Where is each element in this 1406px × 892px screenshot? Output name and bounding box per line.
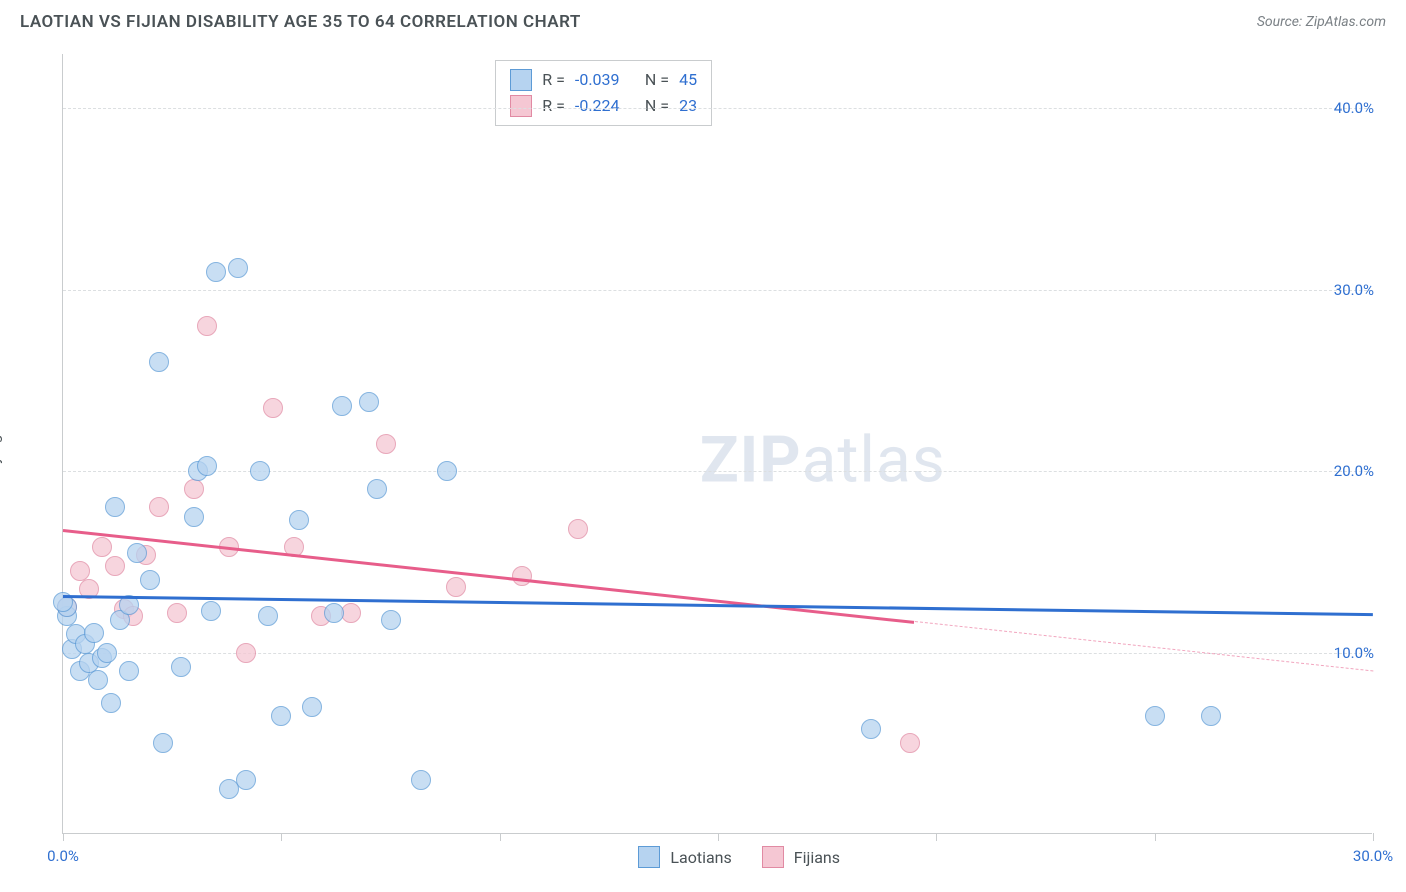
scatter-point bbox=[381, 610, 401, 630]
scatter-point bbox=[1145, 706, 1165, 726]
scatter-point bbox=[861, 719, 881, 739]
scatter-point bbox=[446, 577, 466, 597]
y-axis-label: Disability Age 35 to 64 bbox=[0, 369, 3, 518]
scatter-point bbox=[197, 456, 217, 476]
scatter-point bbox=[84, 623, 104, 643]
legend-item: Fijians bbox=[762, 846, 840, 868]
scatter-point bbox=[512, 566, 532, 586]
scatter-point bbox=[105, 556, 125, 576]
trend-line bbox=[63, 529, 915, 623]
xtick-label: 0.0% bbox=[47, 847, 79, 865]
r-label: R = bbox=[542, 93, 565, 119]
scatter-point bbox=[167, 603, 187, 623]
source-label: Source: ZipAtlas.com bbox=[1257, 14, 1386, 30]
scatter-point bbox=[101, 693, 121, 713]
stats-legend: R = -0.039 N = 45 R = -0.224 N = 23 bbox=[495, 60, 712, 126]
scatter-point bbox=[324, 603, 344, 623]
trend-line bbox=[914, 621, 1373, 672]
series-legend: Laotians Fijians bbox=[638, 846, 840, 868]
scatter-point bbox=[263, 398, 283, 418]
plot-area: ZIPatlas R = -0.039 N = 45 R = -0.224 N = 23 10… bbox=[62, 54, 1372, 834]
ytick-label: 30.0% bbox=[1334, 281, 1374, 299]
ytick-label: 40.0% bbox=[1334, 99, 1374, 117]
r-label: R = bbox=[542, 67, 565, 93]
xtick bbox=[281, 833, 282, 841]
scatter-point bbox=[149, 352, 169, 372]
scatter-point bbox=[302, 697, 322, 717]
stats-row: R = -0.224 N = 23 bbox=[510, 93, 697, 119]
scatter-point bbox=[236, 770, 256, 790]
xtick bbox=[718, 833, 719, 841]
ytick-label: 10.0% bbox=[1334, 644, 1374, 662]
watermark-rest: atlas bbox=[802, 422, 946, 497]
scatter-point bbox=[341, 603, 361, 623]
scatter-point bbox=[289, 510, 309, 530]
scatter-point bbox=[97, 643, 117, 663]
scatter-point bbox=[119, 661, 139, 681]
scatter-point bbox=[367, 479, 387, 499]
gridline bbox=[63, 108, 1372, 109]
scatter-point bbox=[411, 770, 431, 790]
scatter-point bbox=[359, 392, 379, 412]
scatter-point bbox=[201, 601, 221, 621]
scatter-point bbox=[70, 561, 90, 581]
r-value: -0.224 bbox=[575, 93, 635, 119]
scatter-point bbox=[171, 657, 191, 677]
stats-row: R = -0.039 N = 45 bbox=[510, 67, 697, 93]
n-value: 23 bbox=[679, 93, 697, 119]
source-name: ZipAtlas.com bbox=[1306, 14, 1386, 30]
scatter-point bbox=[1201, 706, 1221, 726]
xtick bbox=[1373, 833, 1374, 841]
chart-title: LAOTIAN VS FIJIAN DISABILITY AGE 35 TO 6… bbox=[20, 12, 581, 32]
n-label: N = bbox=[645, 67, 669, 93]
scatter-point bbox=[437, 461, 457, 481]
ytick-label: 20.0% bbox=[1334, 462, 1374, 480]
scatter-point bbox=[258, 606, 278, 626]
legend-item: Laotians bbox=[638, 846, 731, 868]
xtick bbox=[500, 833, 501, 841]
legend-label: Laotians bbox=[670, 848, 731, 867]
scatter-point bbox=[140, 570, 160, 590]
scatter-point bbox=[88, 670, 108, 690]
scatter-point bbox=[184, 507, 204, 527]
scatter-point bbox=[568, 519, 588, 539]
gridline bbox=[63, 290, 1372, 291]
chart: Disability Age 35 to 64 ZIPatlas R =-0.0… bbox=[20, 48, 1386, 838]
n-value: 45 bbox=[679, 67, 697, 93]
scatter-point bbox=[900, 733, 920, 753]
xtick bbox=[1155, 833, 1156, 841]
watermark-bold: ZIP bbox=[700, 422, 802, 497]
scatter-point bbox=[206, 262, 226, 282]
scatter-point bbox=[250, 461, 270, 481]
legend-swatch bbox=[638, 846, 660, 868]
legend-swatch bbox=[762, 846, 784, 868]
r-value: -0.039 bbox=[575, 67, 635, 93]
watermark: ZIPatlas bbox=[700, 422, 946, 497]
scatter-point bbox=[236, 643, 256, 663]
legend-swatch bbox=[510, 69, 532, 91]
scatter-point bbox=[149, 497, 169, 517]
legend-swatch bbox=[510, 95, 532, 117]
scatter-point bbox=[92, 537, 112, 557]
source-prefix: Source: bbox=[1257, 14, 1306, 30]
xtick-label: 30.0% bbox=[1353, 847, 1393, 865]
gridline bbox=[63, 653, 1372, 654]
scatter-point bbox=[127, 543, 147, 563]
scatter-point bbox=[271, 706, 291, 726]
scatter-point bbox=[332, 396, 352, 416]
scatter-point bbox=[153, 733, 173, 753]
xtick bbox=[936, 833, 937, 841]
scatter-point bbox=[105, 497, 125, 517]
scatter-point bbox=[376, 434, 396, 454]
legend-label: Fijians bbox=[794, 848, 840, 867]
n-label: N = bbox=[645, 93, 669, 119]
scatter-point bbox=[197, 316, 217, 336]
scatter-point bbox=[184, 479, 204, 499]
xtick bbox=[63, 833, 64, 841]
scatter-point bbox=[228, 258, 248, 278]
header: LAOTIAN VS FIJIAN DISABILITY AGE 35 TO 6… bbox=[0, 0, 1406, 40]
